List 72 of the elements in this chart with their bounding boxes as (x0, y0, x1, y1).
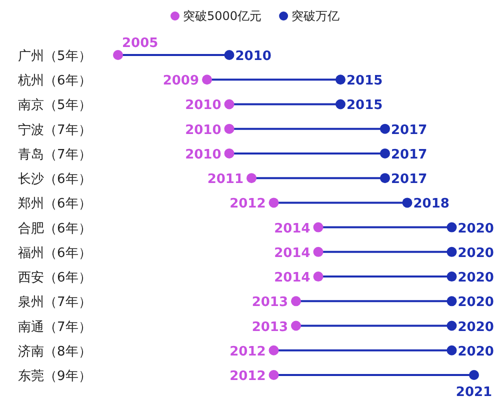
point (336, 99, 346, 110)
point (313, 222, 324, 232)
data-label: 2013 (252, 320, 288, 335)
data-label: 2013 (252, 295, 288, 310)
point (446, 272, 457, 282)
y-tick-label: 宁波（7年） (18, 122, 92, 138)
point (268, 198, 279, 208)
data-label: 2014 (274, 221, 310, 236)
point (469, 370, 479, 380)
data-label: 2014 (274, 246, 310, 261)
data-label: 2010 (185, 98, 222, 114)
data-label: 2015 (346, 74, 383, 89)
y-tick-label: 福州（6年） (18, 246, 92, 261)
data-label: 2017 (391, 172, 428, 188)
data-label: 2010 (185, 147, 222, 162)
point (224, 99, 234, 110)
point (402, 198, 412, 208)
data-label: 2010 (185, 122, 222, 138)
point (202, 74, 212, 85)
point (291, 320, 301, 331)
data-label: 2020 (458, 246, 494, 261)
y-tick-label: 郑州（6年） (18, 196, 92, 212)
y-tick-label: 西安（6年） (18, 270, 92, 286)
point (336, 74, 346, 85)
data-label: 2020 (458, 295, 494, 310)
data-label: 2015 (346, 98, 383, 114)
data-label: 2005 (122, 36, 158, 51)
data-label: 2021 (456, 385, 492, 399)
point (224, 50, 234, 60)
y-tick-label: 杭州（6年） (17, 74, 92, 89)
point (446, 296, 457, 306)
y-tick-label: 青岛（7年） (18, 147, 92, 162)
y-tick-label: 泉州（7年） (18, 295, 92, 310)
data-label: 2012 (230, 369, 266, 384)
point (291, 296, 301, 306)
point (380, 148, 390, 158)
point (446, 246, 457, 257)
point (224, 148, 234, 158)
data-label: 2020 (458, 344, 494, 360)
point (113, 50, 123, 60)
point (446, 320, 457, 331)
data-label: 2009 (162, 74, 199, 89)
point (313, 246, 324, 257)
data-label: 2020 (458, 270, 494, 286)
y-tick-label: 南京（5年） (18, 98, 92, 114)
data-label: 2012 (230, 344, 266, 360)
data-label: 2018 (413, 196, 450, 212)
legend-label: 突破万亿 (292, 9, 340, 23)
data-label: 2020 (458, 320, 494, 335)
y-tick-label: 广州（5年） (18, 49, 92, 64)
point (313, 272, 324, 282)
data-label: 2012 (230, 196, 266, 212)
data-label: 2017 (391, 147, 428, 162)
data-label: 2017 (391, 122, 428, 138)
point (380, 124, 390, 134)
y-tick-label: 长沙（6年） (18, 172, 92, 188)
data-label: 2020 (458, 221, 494, 236)
point (446, 345, 457, 356)
y-tick-label: 济南（8年） (18, 344, 92, 360)
point (446, 222, 457, 232)
data-label: 2014 (274, 270, 310, 286)
point (224, 124, 234, 134)
point (380, 173, 390, 184)
point (268, 345, 279, 356)
legend-label: 突破5000亿元 (183, 9, 262, 23)
point (268, 370, 279, 380)
y-tick-label: 东莞（9年） (18, 369, 92, 384)
point (246, 173, 256, 184)
data-label: 2011 (207, 172, 244, 188)
y-tick-label: 南通（7年） (18, 320, 92, 335)
y-tick-label: 合肥（6年） (18, 221, 92, 236)
data-label: 2010 (235, 49, 272, 64)
